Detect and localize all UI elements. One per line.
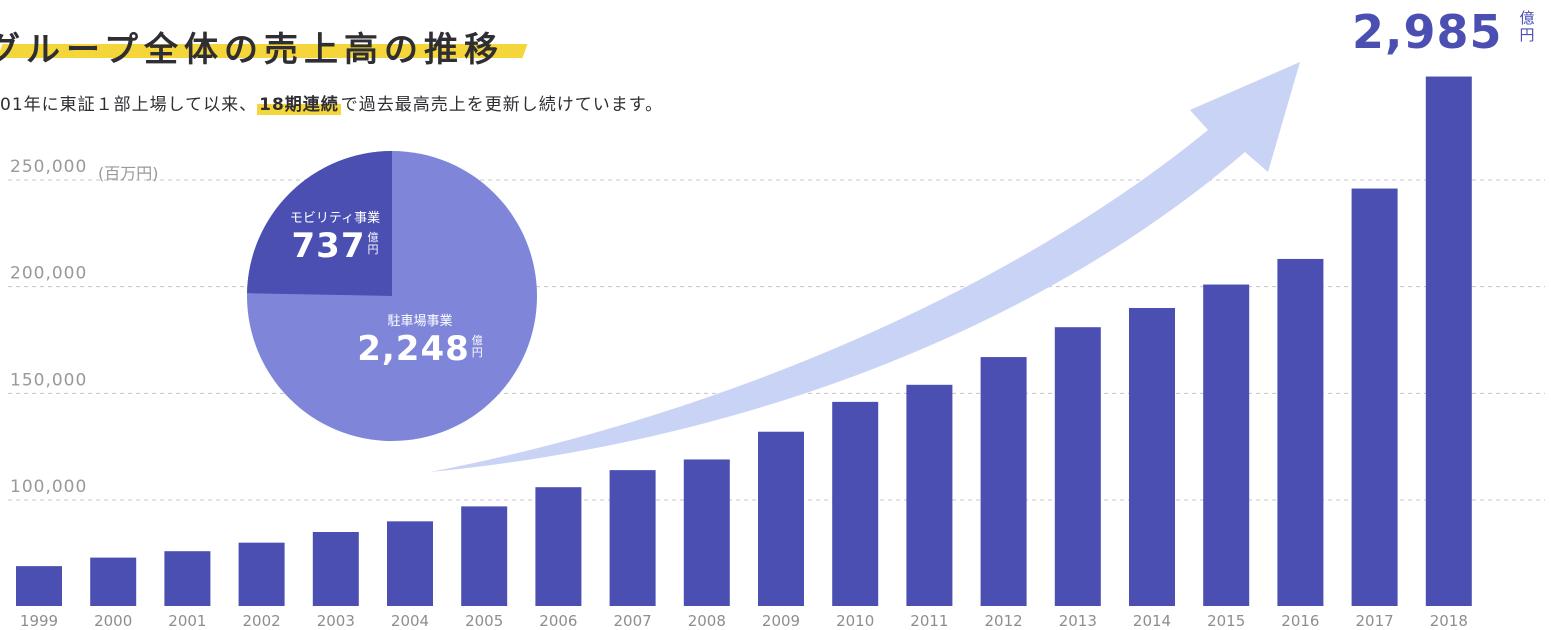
bar-2008 bbox=[683, 459, 730, 606]
bar-2002 bbox=[238, 542, 285, 606]
x-tick-label: 2009 bbox=[762, 612, 800, 630]
x-tick-label: 2010 bbox=[836, 612, 874, 630]
bar-2014 bbox=[1129, 308, 1175, 606]
subtitle: 01年に東証１部上場して以来、 18期連続 で過去最高売上を更新し続けています。 bbox=[0, 90, 663, 115]
x-tick-label: 2001 bbox=[168, 612, 206, 630]
growth-arrow bbox=[430, 62, 1300, 472]
bar-2009 bbox=[758, 431, 804, 606]
subtitle-highlight: 18期連続 bbox=[257, 95, 341, 115]
subtitle-text-after: で過去最高売上を更新し続けています。 bbox=[340, 95, 664, 115]
pie-segment-unit: 億円 bbox=[471, 334, 483, 359]
bar-2017 bbox=[1351, 188, 1398, 607]
x-tick-label: 2004 bbox=[391, 612, 429, 630]
x-tick-label: 2015 bbox=[1207, 612, 1245, 630]
bar-2000 bbox=[90, 557, 137, 606]
bar-2015 bbox=[1203, 284, 1250, 606]
x-tick-label: 2018 bbox=[1430, 612, 1468, 630]
pie-segment-name: モビリティ事業 bbox=[289, 211, 381, 226]
x-tick-label: 2017 bbox=[1356, 612, 1394, 630]
pie-segment-value: 737 bbox=[291, 226, 366, 266]
x-tick-label: 2000 bbox=[94, 612, 132, 630]
x-tick-label: 2008 bbox=[688, 612, 726, 630]
bar-2006 bbox=[535, 487, 582, 606]
bar-2001 bbox=[164, 551, 211, 606]
bar-1999 bbox=[16, 566, 62, 606]
pie-segment-name: 駐車場事業 bbox=[387, 314, 453, 329]
y-tick-label: 250,000 bbox=[10, 157, 87, 177]
total-sales-unit: 億円 bbox=[1519, 9, 1535, 44]
pie-label-mobility: モビリティ事業 737 億円 bbox=[270, 207, 400, 266]
pie-slice-mobility bbox=[247, 151, 392, 296]
bar-2004 bbox=[387, 521, 433, 606]
x-tick-label: 1999 bbox=[20, 612, 58, 630]
segment-pie-chart bbox=[247, 151, 537, 441]
bar-2012 bbox=[980, 357, 1027, 606]
x-tick-label: 2011 bbox=[910, 612, 948, 630]
y-tick-label: 100,000 bbox=[10, 477, 87, 497]
total-sales-value: 2,985 bbox=[1352, 5, 1503, 59]
bar-2016 bbox=[1277, 258, 1324, 606]
x-tick-label: 2014 bbox=[1133, 612, 1171, 630]
bar-2003 bbox=[312, 532, 359, 606]
x-tick-label: 2003 bbox=[317, 612, 355, 630]
x-tick-label: 2007 bbox=[614, 612, 652, 630]
bar-2007 bbox=[609, 470, 656, 606]
y-axis-unit-label: (百万円) bbox=[98, 164, 159, 183]
pie-segment-value: 2,248 bbox=[357, 329, 470, 369]
x-tick-label: 2012 bbox=[985, 612, 1023, 630]
y-tick-label: 200,000 bbox=[10, 264, 87, 284]
bar-2010 bbox=[832, 401, 879, 606]
pie-segment-unit: 億円 bbox=[367, 231, 379, 256]
bar-2018 bbox=[1425, 76, 1472, 607]
x-tick-label: 2016 bbox=[1281, 612, 1319, 630]
subtitle-text-before: 01年に東証１部上場して以来、 bbox=[0, 95, 258, 115]
x-tick-label: 2005 bbox=[465, 612, 503, 630]
bar-2005 bbox=[461, 506, 508, 606]
y-tick-label: 150,000 bbox=[10, 370, 87, 390]
x-tick-label: 2013 bbox=[1059, 612, 1097, 630]
bar-2011 bbox=[906, 384, 953, 606]
chart-title: グループ全体の売上高の推移 bbox=[0, 30, 504, 70]
x-tick-label: 2002 bbox=[243, 612, 281, 630]
x-tick-label: 2006 bbox=[539, 612, 577, 630]
pie-label-parking: 駐車場事業 2,248 億円 bbox=[345, 310, 495, 369]
bar-2013 bbox=[1054, 327, 1101, 606]
